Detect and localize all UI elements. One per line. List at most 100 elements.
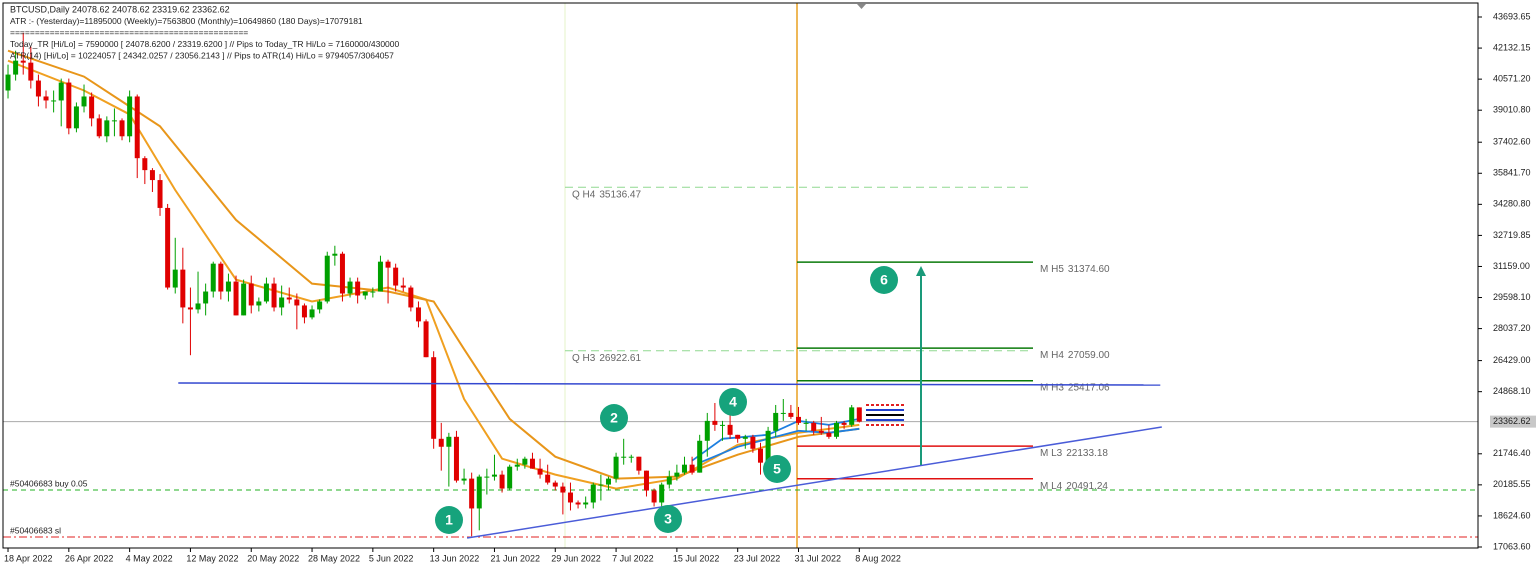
y-tick-label: 18624.60 [1493, 510, 1531, 520]
candle-body [157, 180, 163, 208]
indicator-line [691, 418, 860, 462]
y-tick-label: 24868.10 [1493, 386, 1531, 396]
candle-body [469, 478, 475, 509]
candle-body [89, 96, 95, 119]
candle-body [651, 490, 657, 503]
x-tick-label: 28 May 2022 [308, 553, 360, 563]
x-tick-label: 8 Aug 2022 [855, 553, 901, 563]
candle-body [172, 269, 178, 288]
candle-body [514, 464, 520, 467]
trend-line [178, 382, 1161, 386]
candle-body [681, 464, 687, 473]
candle-body [491, 474, 497, 477]
candle-body [400, 285, 406, 288]
y-tick-label: 21746.40 [1493, 448, 1531, 458]
candle-body [13, 60, 19, 75]
candle-body [127, 96, 133, 137]
pivot-label: M H5 31374.60 [1040, 264, 1110, 275]
candle-body [833, 422, 839, 437]
candle-body [149, 170, 155, 181]
header-line: ATR :- (Yesterday)=11895000 (Weekly)=756… [10, 16, 363, 26]
x-tick-label: 26 Apr 2022 [65, 553, 114, 563]
candle-body [697, 440, 703, 473]
plot-frame [2, 2, 1479, 549]
candle-body [757, 448, 763, 463]
candle-body [119, 120, 125, 137]
candle-body [560, 486, 566, 493]
header-line: ========================================… [10, 27, 248, 37]
candle-body [393, 267, 399, 286]
candle-body [263, 283, 269, 302]
wave-marker-label: 5 [773, 461, 781, 477]
pivot-label: Q H3 26922.61 [572, 352, 641, 363]
pivot-label: M L4 20491.24 [1040, 480, 1108, 491]
y-tick-label: 35841.70 [1493, 168, 1531, 178]
candle-body [43, 96, 49, 101]
scroll-marker [857, 4, 866, 9]
candle-body [613, 456, 619, 479]
candle-body [28, 62, 34, 81]
candle-body [256, 301, 262, 306]
pivot-label: Q H4 35136.47 [572, 189, 641, 200]
indicator-line [699, 427, 860, 464]
candle-body [73, 106, 79, 129]
y-tick-label: 31159.00 [1493, 261, 1530, 271]
candle-body [225, 281, 231, 292]
candle-body [370, 291, 376, 293]
candle-body [476, 476, 482, 509]
candle-body [803, 422, 809, 424]
pivot-value: 20491.24 [1066, 480, 1108, 491]
x-tick-label: 12 May 2022 [186, 553, 238, 563]
y-tick-label: 39010.80 [1493, 105, 1531, 115]
candle-body [431, 357, 437, 439]
y-tick-label: 20185.55 [1493, 479, 1531, 489]
wave-marker-label: 4 [729, 394, 737, 410]
candle-body [674, 472, 680, 477]
candle-body [712, 420, 718, 425]
pivot-label: M H3 25417.06 [1040, 382, 1110, 393]
pivot-name: M H3 [1040, 382, 1064, 393]
candle-body [66, 82, 72, 129]
candle-body [415, 307, 421, 322]
y-tick-label: 28037.20 [1493, 323, 1531, 333]
candle-body [522, 458, 528, 465]
candle-body [241, 283, 247, 316]
pivot-name: M L4 [1040, 480, 1063, 491]
candle-body [583, 502, 589, 505]
candle-body [104, 120, 110, 137]
pivot-value: 27059.00 [1068, 350, 1110, 361]
wave-marker [763, 455, 791, 483]
candle-body [575, 502, 581, 505]
pivot-value: 31374.60 [1068, 264, 1110, 275]
candle-body [719, 424, 725, 426]
y-tick-label: 37402.60 [1493, 137, 1531, 147]
x-tick-label: 29 Jun 2022 [551, 553, 601, 563]
candle-body [385, 261, 391, 268]
indicator-line [7, 49, 860, 480]
candle-body [666, 476, 672, 485]
candle-body [134, 96, 140, 159]
x-tick-label: 20 May 2022 [247, 553, 299, 563]
wave-marker-label: 3 [664, 511, 672, 527]
x-tick-label: 5 Jun 2022 [369, 553, 414, 563]
order-label: #50406683 sl [10, 525, 61, 535]
x-tick-label: 4 May 2022 [126, 553, 173, 563]
wave-marker-label: 2 [610, 410, 618, 426]
candle-body [818, 430, 824, 433]
candle-body [841, 422, 847, 425]
header-line: ATR(14) [Hi/Lo] = 10224057 [ 24342.0257 … [10, 50, 394, 60]
trend-line [466, 426, 1162, 539]
candle-body [355, 281, 361, 296]
x-tick-label: 15 Jul 2022 [673, 553, 720, 563]
candle-body [248, 283, 254, 306]
wave-marker-label: 1 [445, 512, 453, 528]
candle-body [339, 253, 345, 294]
candle-body [742, 436, 748, 439]
y-tick-label: 34280.80 [1493, 199, 1531, 209]
candle-body [142, 158, 148, 171]
candle-body [446, 436, 452, 447]
indicator-line [7, 59, 860, 490]
pivot-name: Q H4 [572, 189, 596, 200]
candle-body [233, 281, 239, 316]
candle-body [780, 412, 786, 414]
